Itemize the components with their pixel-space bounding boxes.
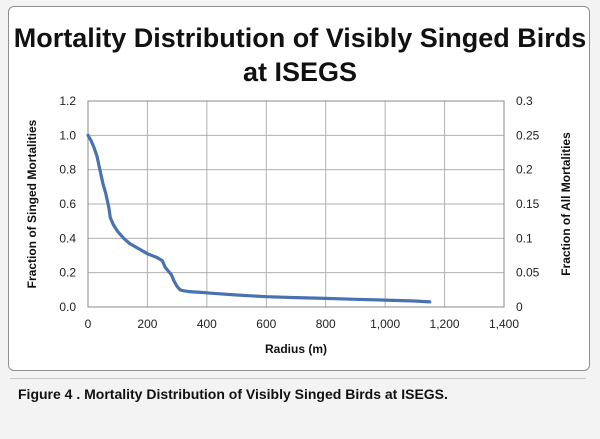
y-tick-label: 0.2: [59, 266, 76, 280]
data-point: [235, 294, 237, 296]
data-point: [146, 253, 148, 255]
chart-svg: 0 200 400 600 800 1,000 1,200 1,400 0.0 0.2 0.4 0.6…: [25, 94, 573, 356]
y-tick-label: 0.0: [59, 300, 76, 314]
y-axis-title: Fraction of Singed Mortalities: [25, 119, 39, 288]
data-point: [354, 298, 356, 300]
data-point: [265, 296, 267, 298]
plot-area-border: [87, 100, 505, 308]
data-point: [102, 182, 104, 184]
y2-tick-label: 0: [516, 300, 523, 314]
y2-axis-title: Fraction of All Mortalities: [559, 132, 573, 276]
data-point: [176, 285, 178, 287]
data-point: [155, 256, 157, 258]
x-tick-label: 0: [85, 317, 92, 331]
data-point: [414, 300, 416, 302]
data-point: [99, 168, 101, 170]
data-point: [117, 230, 119, 232]
data-point: [188, 290, 190, 292]
data-point: [200, 291, 202, 293]
data-point: [128, 242, 130, 244]
y-tick-label: 1.0: [59, 128, 76, 142]
y2-tick-label: 0.2: [516, 163, 533, 177]
x-tick-label: 600: [256, 317, 276, 331]
figure-caption: Figure 4 . Mortality Distribution of Vis…: [18, 386, 448, 402]
y2-tick-label: 0.25: [516, 128, 540, 142]
y2-tick-label: 0.05: [516, 266, 540, 280]
x-tick-label: 800: [316, 317, 336, 331]
data-point: [108, 206, 110, 208]
x-tick-label: 1,400: [489, 317, 519, 331]
y-tick-label: 1.2: [59, 94, 76, 108]
x-tick-label: 200: [137, 317, 157, 331]
data-point: [151, 254, 153, 256]
data-point: [140, 249, 142, 251]
data-point: [182, 289, 184, 291]
x-tick-label: 1,000: [370, 317, 400, 331]
y2-tick-label: 0.3: [516, 94, 533, 108]
y-tick-label: 0.8: [59, 163, 76, 177]
data-point: [429, 301, 431, 303]
data-point: [87, 134, 89, 136]
data-point: [96, 155, 98, 157]
x-tick-label: 1,200: [430, 317, 460, 331]
data-point: [112, 223, 114, 225]
data-point: [170, 273, 172, 275]
x-tick-label: 400: [197, 317, 217, 331]
y2-tick-label: 0.1: [516, 231, 533, 245]
data-point: [179, 289, 181, 291]
data-point: [325, 297, 327, 299]
data-point: [164, 266, 166, 268]
data-point: [90, 139, 92, 141]
data-point: [122, 237, 124, 239]
data-point: [105, 193, 107, 195]
data-point: [173, 280, 175, 282]
chart-panel: Mortality Distribution of Visibly Singed…: [8, 6, 590, 371]
y2-tick-label: 0.15: [516, 197, 540, 211]
data-point: [109, 217, 111, 219]
data-point: [295, 296, 297, 298]
series-line: [86, 133, 432, 304]
data-point: [212, 292, 214, 294]
data-point: [134, 246, 136, 248]
y-tick-label: 0.6: [59, 197, 76, 211]
data-point: [384, 299, 386, 301]
x-axis-title: Radius (m): [265, 342, 327, 356]
data-point: [161, 259, 163, 261]
y-tick-label: 0.4: [59, 231, 76, 245]
data-point: [93, 146, 95, 148]
chart-title: Mortality Distribution of Visibly Singed…: [13, 23, 587, 87]
caption-divider: [10, 378, 586, 379]
